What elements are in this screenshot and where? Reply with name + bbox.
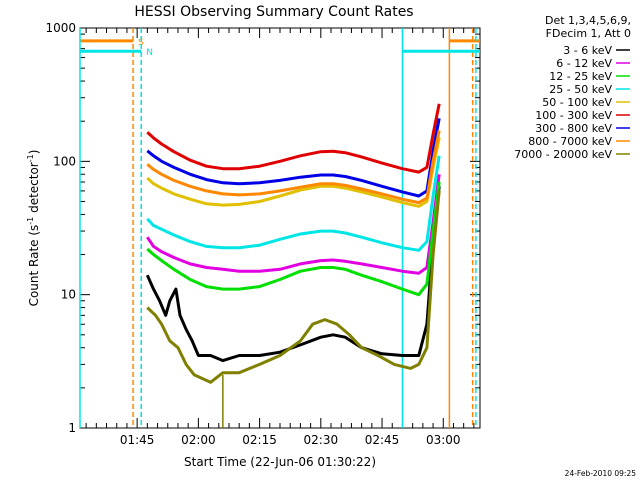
- legend-entry-label: 3 - 6 keV: [563, 44, 612, 57]
- x-tick-label: 02:15: [242, 433, 277, 447]
- series-line-3: [146, 155, 441, 252]
- y-axis-label-part1: Count Rate (s: [27, 225, 41, 307]
- series-line-8: [146, 190, 441, 384]
- series-line-5: [146, 103, 441, 174]
- y-axis-label-sup2: -1: [26, 154, 35, 162]
- y-tick-label: 1: [68, 421, 76, 435]
- legend: Det 1,3,4,5,6,9, FDecim 1, Att 0 3 - 6 k…: [514, 14, 631, 161]
- x-axis: 01:45 02:00 02:15 02:30 02:45 03:00: [85, 28, 475, 447]
- legend-entry-label: 7000 - 20000 keV: [514, 148, 612, 161]
- timestamp-footer: 24-Feb-2010 09:25: [565, 469, 637, 478]
- series-lines: [145, 103, 441, 384]
- x-tick-label: 02:45: [365, 433, 400, 447]
- series-line-7: [146, 130, 441, 205]
- y-axis: 1 10 100 1000: [45, 21, 480, 435]
- series-line-0: [145, 186, 441, 363]
- legend-entry-label: 100 - 300 keV: [535, 109, 612, 122]
- series-line-1: [146, 174, 441, 275]
- legend-entry-label: 6 - 12 keV: [556, 57, 612, 70]
- legend-entry-label: 25 - 50 keV: [549, 83, 612, 96]
- flag-n-label: N: [146, 48, 153, 58]
- plot-frame: [79, 27, 481, 429]
- legend-header-line1: Det 1,3,4,5,6,9,: [545, 14, 631, 27]
- y-axis-label-part3: ): [27, 150, 41, 155]
- legend-entry-label: 12 - 25 keV: [549, 70, 612, 83]
- y-tick-label: 100: [53, 154, 76, 168]
- x-tick-label: 02:00: [181, 433, 216, 447]
- y-axis-label-part2: detector: [27, 162, 41, 217]
- x-tick-label: 01:45: [120, 433, 155, 447]
- legend-entry-label: 50 - 100 keV: [542, 96, 612, 109]
- y-tick-label: 10: [61, 288, 76, 302]
- y-axis-label-sup1: -1: [26, 217, 35, 225]
- legend-entry-label: 800 - 7000 keV: [528, 135, 612, 148]
- legend-header-line2: FDecim 1, Att 0: [546, 27, 631, 40]
- chart-title: HESSI Observing Summary Count Rates: [134, 4, 413, 20]
- flag-s-label: S: [138, 38, 144, 48]
- y-axis-label: Count Rate (s-1 detector-1): [26, 150, 41, 307]
- legend-entry-label: 300 - 800 keV: [535, 122, 612, 135]
- x-tick-label: 02:30: [304, 433, 339, 447]
- series-line-2: [146, 181, 441, 297]
- x-axis-label: Start Time (22-Jun-06 01:30:22): [184, 455, 376, 469]
- series-line-6: [146, 118, 441, 198]
- y-tick-label: 1000: [45, 21, 76, 35]
- plot-area: 1 10 100 1000 01:45 02:00 02:15 02:30 02:45 03:0…: [45, 21, 481, 447]
- series-line-4: [146, 137, 441, 208]
- flag-markers: SN: [79, 28, 480, 428]
- x-tick-label: 03:00: [426, 433, 461, 447]
